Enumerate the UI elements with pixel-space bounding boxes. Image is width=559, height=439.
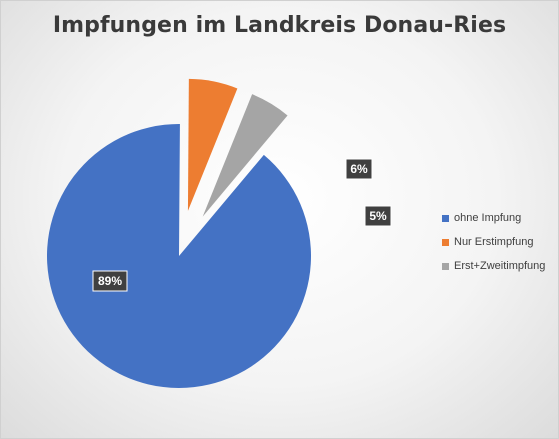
legend-item-erst-zweitimpfung: Erst+Zweitimpfung [442, 254, 545, 278]
legend-swatch-ohne-impfung [442, 214, 449, 222]
legend-swatch-nur-erstimpfung [442, 238, 449, 246]
chart-title: Impfungen im Landkreis Donau-Ries [52, 13, 507, 38]
data-label-text: 5% [369, 209, 387, 223]
data-label-ohne-impfung: 89% [92, 270, 128, 292]
pie-slice-ohne-impfung [47, 123, 312, 388]
data-label-text: 6% [350, 162, 368, 176]
data-label-erst-zweitimpfung: 5% [364, 205, 392, 227]
legend-swatch-erst-zweitimpfung [442, 262, 449, 270]
legend-label: Erst+Zweitimpfung [454, 260, 546, 272]
legend-label: ohne Impfung [454, 212, 522, 224]
pie-slice-erst-zweitimpfung [202, 94, 288, 217]
data-label-nur-erstimpfung: 6% [345, 158, 373, 180]
data-label-text: 89% [98, 274, 122, 288]
legend: ohne Impfung Nur Erstimpfung Erst+Zweiti… [442, 206, 545, 278]
legend-item-nur-erstimpfung: Nur Erstimpfung [442, 230, 545, 254]
pie-slice-nur-erstimpfung [187, 78, 238, 211]
legend-item-ohne-impfung: ohne Impfung [442, 206, 545, 230]
legend-label: Nur Erstimpfung [454, 236, 534, 248]
